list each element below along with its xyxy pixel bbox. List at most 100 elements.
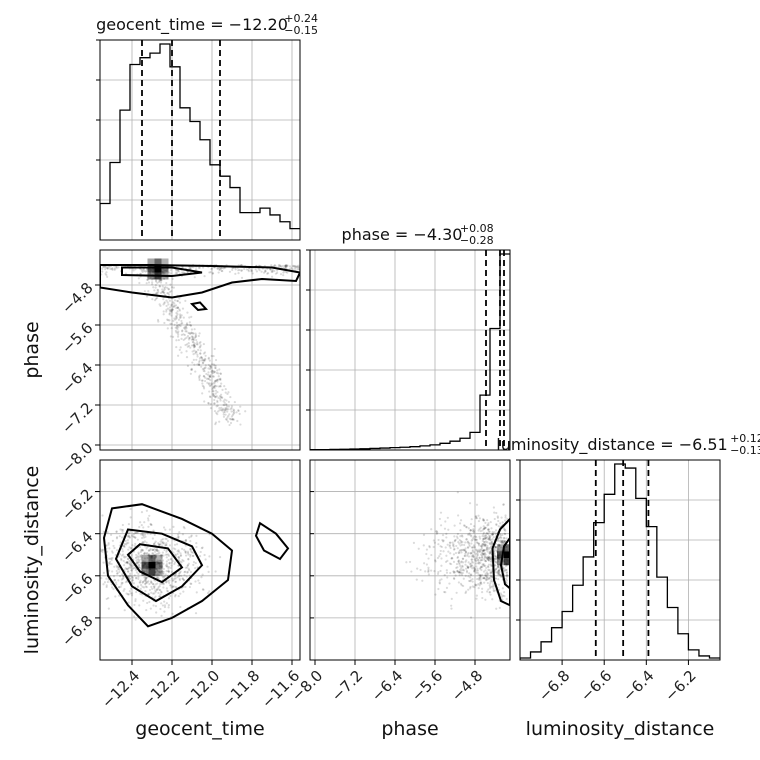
scatter-point	[274, 265, 277, 268]
scatter-point	[117, 266, 120, 269]
scatter-point	[490, 541, 493, 544]
scatter-point	[177, 318, 181, 321]
scatter-point	[101, 270, 104, 273]
scatter-point	[505, 537, 508, 540]
scatter-point	[133, 544, 136, 548]
scatter-point	[465, 526, 468, 529]
scatter-point	[269, 268, 272, 271]
scatter-point	[174, 580, 177, 583]
density-cell	[141, 561, 149, 569]
scatter-point	[145, 541, 148, 544]
scatter-point	[469, 587, 472, 590]
scatter-point	[170, 303, 173, 306]
scatter-point	[224, 409, 227, 412]
scatter-point	[462, 569, 466, 572]
scatter-point	[162, 586, 165, 589]
scatter-point	[186, 364, 190, 367]
scatter-point	[139, 550, 142, 554]
scatter-point	[129, 562, 132, 565]
scatter-point	[151, 548, 154, 551]
scatter-point	[468, 502, 472, 505]
scatter-point	[140, 554, 143, 557]
scatter-point	[132, 269, 135, 272]
scatter-point	[157, 542, 160, 545]
histogram-geocent_time	[96, 39, 301, 241]
scatter-point	[224, 391, 227, 394]
scatter-point	[505, 568, 508, 572]
scatter-point	[198, 332, 201, 335]
scatter-point	[485, 548, 489, 551]
scatter-point	[505, 577, 508, 580]
scatter-point	[130, 569, 133, 572]
scatter-point	[478, 548, 481, 551]
scatter-point	[170, 311, 173, 314]
scatter-point	[198, 378, 201, 382]
scatter-point	[497, 565, 500, 568]
scatter-point	[491, 533, 494, 536]
scatter-point	[504, 514, 507, 517]
scatter-point	[472, 535, 476, 538]
scatter-point	[456, 555, 460, 559]
scatter-point	[469, 529, 472, 532]
scatter-point	[136, 585, 139, 588]
scatter-point	[213, 380, 217, 383]
scatter-point	[296, 266, 300, 269]
scatter-point	[165, 543, 168, 547]
scatter-point	[198, 363, 201, 367]
scatter-point	[186, 571, 189, 574]
scatter-point	[171, 585, 175, 588]
scatter-point	[132, 533, 135, 536]
scatter-point	[459, 571, 462, 574]
scatter-point	[155, 588, 159, 592]
scatter-point	[203, 400, 206, 403]
scatter-point	[488, 552, 491, 555]
scatter-point	[207, 357, 210, 360]
xlabel-geocent_time: geocent_time	[135, 718, 264, 740]
scatter-point	[200, 355, 203, 359]
scatter-point	[186, 564, 189, 567]
scatter-point	[496, 516, 500, 519]
scatter-point	[125, 561, 129, 564]
scatter-point	[129, 577, 132, 580]
scatter-point	[475, 548, 478, 551]
scatter-point	[483, 552, 487, 555]
scatter-point	[451, 557, 454, 560]
scatter-point	[126, 535, 129, 538]
scatter-point	[113, 267, 116, 270]
scatter-point	[214, 423, 217, 426]
scatter-point	[208, 375, 211, 378]
scatter-point	[485, 536, 488, 539]
scatter-point	[470, 564, 473, 567]
scatter-point	[497, 557, 501, 561]
scatter-point	[496, 564, 499, 567]
scatter-point	[123, 609, 126, 612]
scatter-point	[446, 576, 449, 579]
scatter-point	[200, 356, 203, 359]
scatter-point	[184, 330, 187, 333]
scatter-point	[119, 574, 122, 578]
scatter-point	[274, 272, 278, 275]
scatter-point	[473, 529, 476, 532]
x-ticks-geocent_time: −12.4−12.2−12.0−11.8−11.6	[98, 660, 303, 712]
scatter-point	[188, 316, 191, 319]
scatter-point	[245, 268, 248, 271]
scatter-point	[137, 572, 140, 576]
scatter-point	[193, 336, 196, 340]
scatter-point	[456, 570, 459, 573]
scatter-point	[158, 543, 162, 546]
scatter-point	[488, 556, 491, 559]
scatter-point	[159, 559, 162, 562]
scatter-point	[476, 549, 479, 552]
scatter-point	[176, 533, 180, 536]
scatter-point	[438, 579, 441, 582]
scatter-point	[472, 531, 476, 534]
scatter-point	[123, 563, 126, 567]
scatter-point	[479, 561, 482, 564]
scatter-point	[497, 544, 501, 547]
scatter-point	[166, 564, 169, 568]
scatter-point	[204, 364, 207, 367]
scatter-point	[461, 543, 464, 546]
scatter-point	[486, 581, 489, 585]
scatter-point	[266, 272, 269, 275]
scatter-point	[479, 566, 482, 570]
